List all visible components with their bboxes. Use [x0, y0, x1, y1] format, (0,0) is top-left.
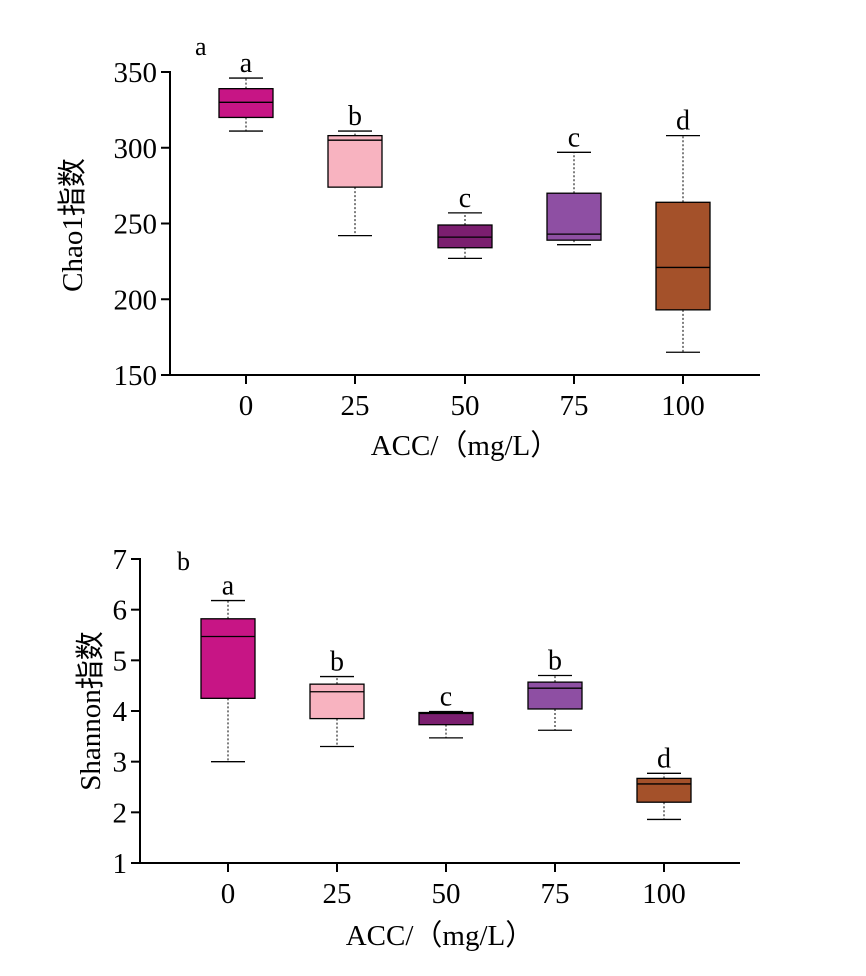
significance-letter: c — [568, 122, 580, 153]
y-tick-label: 200 — [114, 284, 158, 316]
x-tick-label: 100 — [661, 390, 705, 422]
chart-panel-b: 1 2 3 4 5 6 7 0 25 50 75 100 a b c b d b ACC/（mg/L） Shannon… — [74, 544, 740, 952]
y-tick-label: 150 — [114, 360, 158, 392]
box-plot-25: b — [327, 101, 383, 237]
y-tick-label: 4 — [113, 696, 128, 728]
box-iqr — [200, 618, 256, 699]
significance-letter: d — [657, 743, 671, 774]
box-iqr — [546, 192, 602, 241]
x-axis-title: ACC/（mg/L） — [346, 920, 535, 952]
box-plot-50: c — [437, 183, 493, 259]
y-tick-label: 1 — [113, 848, 128, 880]
x-tick-label: 75 — [541, 878, 570, 910]
box-plot-100: d — [655, 106, 711, 353]
y-axis-title: Chao1指数 — [56, 158, 89, 292]
box-iqr — [636, 777, 692, 803]
box-plot-100: d — [636, 743, 692, 821]
box-iqr — [527, 681, 583, 710]
x-axis-title: ACC/（mg/L） — [371, 430, 560, 462]
y-tick-label: 350 — [114, 57, 158, 89]
box-iqr — [327, 134, 383, 188]
significance-letter: c — [459, 183, 471, 214]
significance-letter: b — [330, 647, 344, 678]
y-tick-label: 6 — [113, 595, 128, 627]
significance-letter: b — [348, 101, 362, 132]
x-tick-label: 100 — [642, 878, 686, 910]
y-tick-label: 3 — [113, 747, 128, 779]
x-tick-label: 75 — [560, 390, 589, 422]
panel-label: b — [177, 547, 190, 576]
chart-panel-a: 150 200 250 300 350 0 25 50 75 100 a b c c d a ACC/（mg/L… — [56, 32, 760, 462]
significance-letter: c — [440, 682, 452, 713]
box-iqr — [418, 711, 474, 726]
significance-letter: a — [222, 571, 235, 602]
box-plot-25: b — [309, 647, 365, 748]
significance-letter: b — [548, 646, 562, 677]
box-plot-75: b — [527, 646, 583, 731]
significance-letter: a — [240, 48, 253, 79]
x-tick-label: 25 — [341, 390, 370, 422]
box-iqr — [309, 683, 365, 720]
box-iqr — [437, 224, 493, 249]
box-plot-50: c — [418, 682, 474, 739]
y-tick-label: 7 — [113, 544, 128, 576]
x-tick-label: 0 — [239, 390, 254, 422]
box-plot-0: a — [200, 571, 256, 763]
box-plot-0: a — [218, 48, 274, 132]
box-iqr — [218, 88, 274, 119]
box-plot-75: c — [546, 122, 602, 246]
significance-letter: d — [676, 106, 690, 137]
x-tick-label: 50 — [451, 390, 480, 422]
box-iqr — [655, 201, 711, 311]
x-tick-label: 25 — [323, 878, 352, 910]
y-axis-title: Shannon指数 — [74, 631, 107, 791]
panel-label: a — [195, 32, 207, 61]
y-tick-label: 2 — [113, 797, 128, 829]
x-tick-label: 50 — [432, 878, 461, 910]
y-tick-label: 250 — [114, 209, 158, 241]
y-tick-label: 300 — [114, 133, 158, 165]
y-tick-label: 5 — [113, 645, 128, 677]
x-tick-label: 0 — [221, 878, 236, 910]
